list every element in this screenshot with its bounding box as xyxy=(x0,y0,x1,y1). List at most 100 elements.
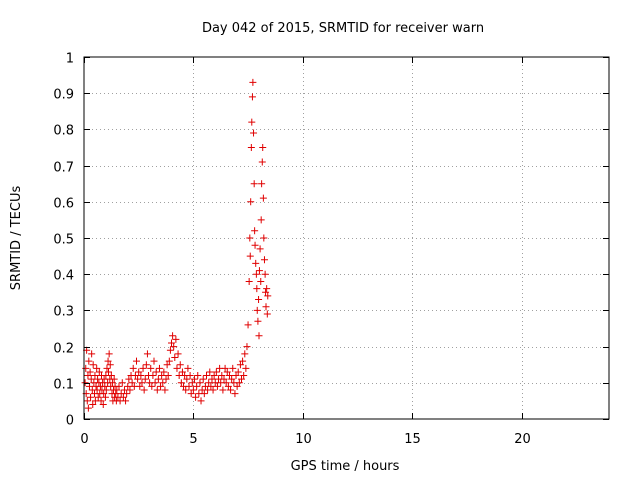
data-point xyxy=(192,393,200,401)
data-point xyxy=(155,364,163,372)
data-point xyxy=(151,379,159,387)
data-point xyxy=(85,357,93,365)
data-point xyxy=(254,317,262,325)
data-point xyxy=(225,372,233,380)
data-point xyxy=(260,256,268,264)
data-point xyxy=(218,372,226,380)
data-point xyxy=(245,277,253,285)
data-point xyxy=(126,386,134,394)
data-point xyxy=(264,292,272,300)
data-point xyxy=(101,382,109,390)
data-point xyxy=(128,379,136,387)
data-point xyxy=(229,364,237,372)
chart-title: Day 042 of 2015, SRMTID for receiver war… xyxy=(202,21,484,36)
data-point xyxy=(213,382,221,390)
data-point xyxy=(149,372,157,380)
data-point xyxy=(257,216,265,224)
data-point xyxy=(259,194,267,202)
x-tick-label: 15 xyxy=(404,432,421,447)
data-point xyxy=(178,368,186,376)
data-point xyxy=(108,379,116,387)
data-point xyxy=(189,386,197,394)
data-point xyxy=(174,350,182,358)
data-point xyxy=(184,364,192,372)
y-axis-label: SRMTID / TECUs xyxy=(9,186,24,291)
data-point xyxy=(239,357,247,365)
data-point xyxy=(263,310,271,318)
data-point xyxy=(183,375,191,383)
data-point xyxy=(176,361,184,369)
data-point xyxy=(247,144,255,151)
plot-frame xyxy=(83,56,610,420)
y-tick-label: 0 xyxy=(66,414,74,429)
data-point xyxy=(87,375,95,383)
data-point xyxy=(221,364,229,372)
data-point xyxy=(210,372,218,380)
data-point xyxy=(258,158,266,166)
data-point xyxy=(89,361,97,369)
data-layer xyxy=(81,78,272,412)
data-point xyxy=(148,382,156,390)
x-tick-label: 5 xyxy=(189,432,197,447)
data-point xyxy=(142,361,150,369)
data-point xyxy=(253,306,261,314)
data-point xyxy=(91,372,99,380)
data-point xyxy=(231,390,239,398)
data-point xyxy=(255,332,263,340)
data-point xyxy=(259,144,267,151)
data-point xyxy=(135,368,143,376)
data-point xyxy=(124,382,132,390)
data-point xyxy=(222,379,230,387)
data-point xyxy=(209,386,217,394)
data-point xyxy=(94,375,102,383)
data-point xyxy=(200,390,208,398)
data-point xyxy=(223,368,231,376)
data-point xyxy=(164,372,172,380)
data-point xyxy=(141,375,149,383)
x-tick-label: 0 xyxy=(80,432,88,447)
data-point xyxy=(250,129,258,137)
data-point xyxy=(83,397,91,405)
data-point xyxy=(97,397,105,405)
data-point xyxy=(99,401,107,409)
data-point xyxy=(113,386,121,394)
data-point xyxy=(233,382,241,390)
data-point xyxy=(150,357,158,365)
data-point xyxy=(157,382,165,390)
data-point xyxy=(87,393,95,401)
data-point xyxy=(227,386,235,394)
data-point xyxy=(138,379,146,387)
data-point xyxy=(105,350,113,358)
data-point xyxy=(129,364,137,372)
data-point xyxy=(85,382,93,390)
data-point xyxy=(232,372,240,380)
data-point xyxy=(94,393,102,401)
data-point xyxy=(262,288,270,296)
data-point xyxy=(182,386,190,394)
data-point xyxy=(101,393,109,401)
data-point xyxy=(84,404,92,412)
data-point xyxy=(185,382,193,390)
data-point xyxy=(247,198,255,206)
data-point xyxy=(119,393,127,401)
data-point xyxy=(107,372,115,380)
data-point xyxy=(187,390,195,398)
data-point xyxy=(93,364,101,372)
y-tick-label: 0.9 xyxy=(53,88,74,103)
data-point xyxy=(143,350,151,358)
data-point xyxy=(152,368,160,376)
x-tick-label: 20 xyxy=(514,432,531,447)
data-point xyxy=(234,368,242,376)
y-tick-label: 1 xyxy=(66,52,74,67)
data-point xyxy=(133,357,140,365)
x-tick-label: 10 xyxy=(295,432,312,447)
data-point xyxy=(188,379,196,387)
data-point xyxy=(168,339,175,347)
data-point xyxy=(154,375,162,383)
data-point xyxy=(255,296,263,304)
x-axis-label: GPS time / hours xyxy=(291,459,400,474)
data-point xyxy=(139,364,147,372)
data-point xyxy=(163,361,171,369)
data-point xyxy=(172,335,180,343)
data-point xyxy=(81,379,89,387)
